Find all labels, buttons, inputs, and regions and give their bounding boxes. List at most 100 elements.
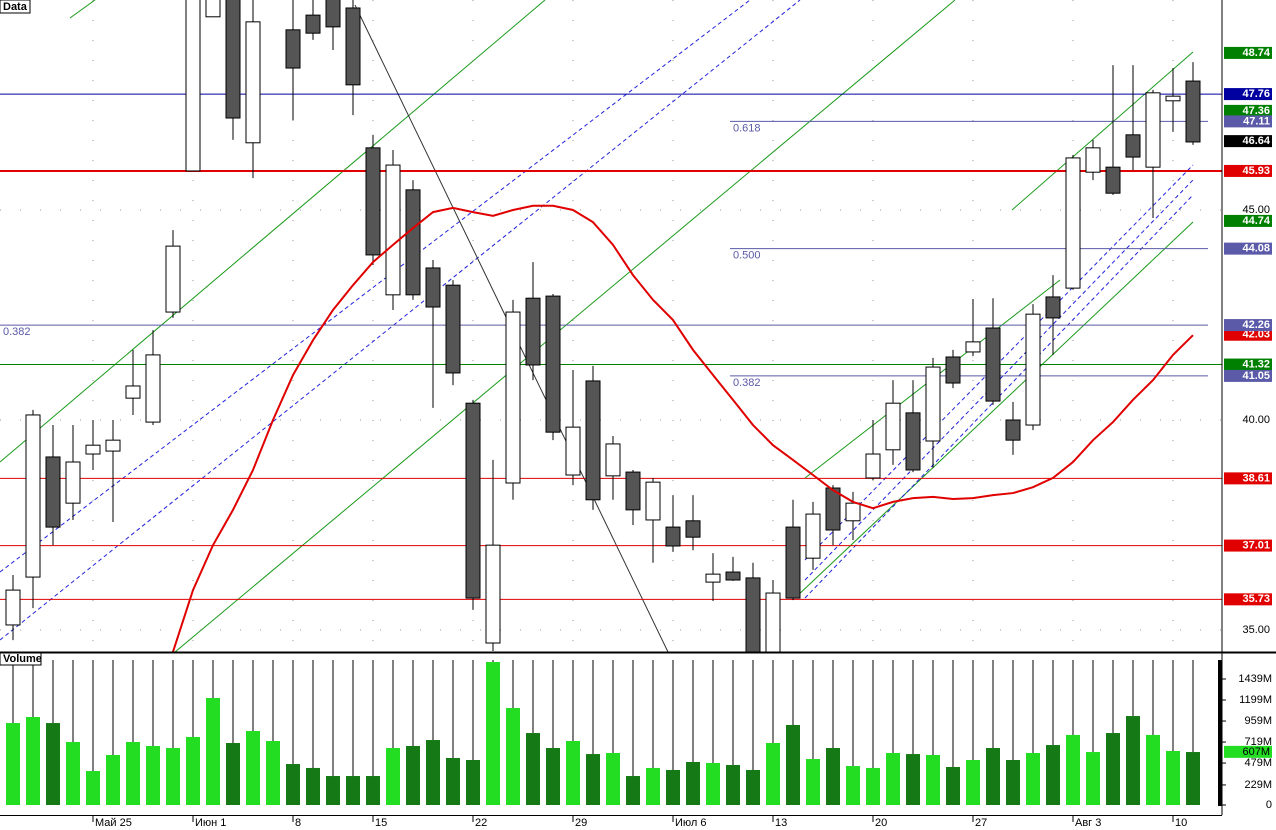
level-label-box [1224,115,1272,128]
volume-bar [306,767,320,805]
volume-bar [246,731,260,805]
candle-body [905,412,921,471]
candle-body [565,426,581,476]
volume-bar [26,717,40,805]
y-tick-label: 1199M [1239,694,1272,706]
x-tick-label: Июл 6 [675,817,707,829]
level-label-box [1224,745,1272,758]
volume-bar [566,740,580,805]
level-label-box [1224,46,1272,59]
volume-bar [406,745,420,805]
volume-bar [626,776,640,805]
level-label: 42.26 [1242,319,1270,331]
candle-body [525,297,541,366]
candle-body [705,573,721,583]
level-label: 44.74 [1242,215,1270,227]
volume-bar [86,771,100,805]
candle-body [985,327,1001,402]
candle-body [1025,313,1041,426]
volume-bar [746,769,760,805]
trend-line [0,0,801,641]
volume-bar [1126,716,1140,805]
candle-body [365,147,381,256]
volume-bar [726,764,740,805]
volume-bar [166,747,180,805]
volume-bar [266,740,280,805]
level-label: 37.01 [1242,539,1270,551]
level-label-box [1224,369,1272,382]
volume-bar [606,752,620,805]
price-pane: 0.382 0.618 0.500 0.382 [0,0,1222,652]
candle-body [225,0,241,119]
trend-line [1011,51,1194,211]
volume-bar [546,747,560,805]
candle-body [385,164,401,296]
level-label: 47.36 [1242,105,1270,117]
level-label-box [1224,593,1272,606]
candle-body [285,29,301,69]
level-label-box [1224,472,1272,485]
axis-labels: 35.00 40.00 45.00 Май 25 Июн 1 8 15 22 29 Июл 6 13… [92,46,1272,829]
y-tick-label: 479M [1244,757,1272,769]
candle-body [65,461,81,504]
x-tick-label: 29 [575,817,587,829]
candle-body [1065,157,1081,289]
volume-bar [586,754,600,805]
x-tick-label: 27 [975,817,987,829]
volume-bar [706,762,720,805]
y-tick-label: 35.00 [1242,624,1270,636]
candle-body [485,544,501,644]
volume-bar [786,724,800,805]
pane-title: Data [3,1,28,13]
volume-pane [6,660,1200,805]
level-label: 45.93 [1242,165,1270,177]
pane-label-box [0,0,31,14]
candle-body [45,456,61,528]
y-tick-label: 1439M [1238,673,1272,685]
y-tick-label: 45.00 [1242,204,1270,216]
volume-bar [286,764,300,805]
volume-bar [446,757,460,805]
candle-body [505,311,521,484]
level-label-box [1224,104,1272,117]
trend-line [804,179,1194,581]
level-label-box [1224,319,1272,332]
candle-body [785,526,801,599]
candle-body [105,439,121,452]
volume-bar [526,733,540,805]
candle-body [185,0,201,172]
y-tick-label: 229M [1244,779,1272,791]
candle-body [345,7,361,86]
volume-bar [766,743,780,805]
volume-bar [1026,752,1040,805]
level-label-box [1224,358,1272,371]
candle-body [25,414,41,578]
y-tick-label: 0 [1266,799,1272,811]
volume-bar [6,723,20,805]
volume-bar [106,755,120,805]
volume-bar [886,752,900,805]
candle-body [165,245,181,313]
trend-line [804,194,1194,599]
volume-bar [226,743,240,805]
volume-bar [46,723,60,805]
moving-average [172,204,1194,652]
volume-bar [866,767,880,805]
x-tick-label: 8 [295,817,301,829]
volume-bar [66,741,80,805]
y-tick-label: 719M [1244,736,1272,748]
trend-line [69,0,96,19]
level-label-box [1224,328,1272,341]
volume-bar [906,754,920,805]
level-label-box [1224,88,1272,101]
volume-bar [366,776,380,805]
level-label: 48.74 [1242,47,1270,59]
volume-bar [126,741,140,805]
volume-bar [1146,734,1160,805]
candle-body [1045,296,1061,319]
volume-bar [1006,759,1020,805]
candle-body [885,402,901,451]
level-label: 47.11 [1243,115,1270,127]
